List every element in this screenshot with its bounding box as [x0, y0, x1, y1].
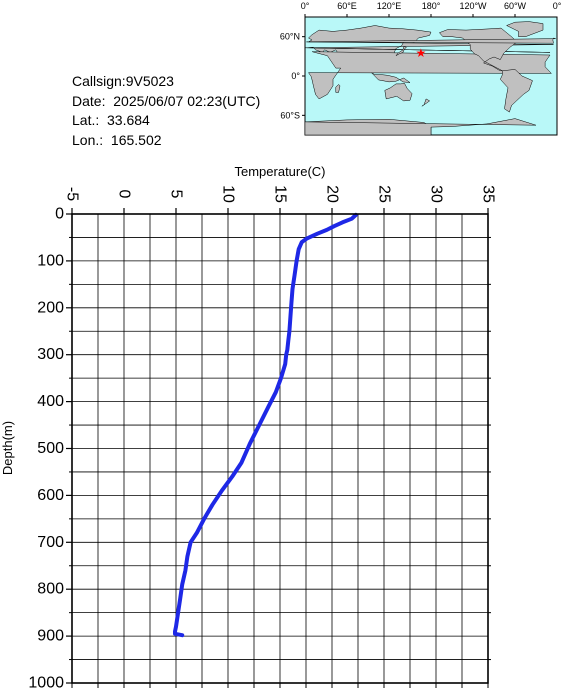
map-lon-label: 60°E: [337, 1, 357, 11]
date-text: Date: 2025/06/07 02:23(UTC): [72, 92, 261, 109]
map-land: [304, 21, 556, 136]
y-axis-title: Depth(m): [0, 421, 15, 475]
lon-text: Lon.: 165.502: [72, 131, 162, 148]
y-tick-label: 800: [37, 581, 64, 598]
y-tick-label: 100: [37, 252, 64, 269]
y-tick-label: 1000: [28, 675, 64, 690]
landmass: [335, 84, 341, 93]
landmass: [308, 51, 552, 100]
landmass: [500, 69, 533, 113]
map-top-labels: 0° 60°E 120°E 180° 120°W 60°W 0°: [301, 1, 562, 11]
callsign-text: Callsign:9V5023: [72, 73, 174, 89]
y-axis-ticks: 0 100 200 300 400 500 600 700 800 900 1000: [28, 206, 491, 690]
landmass: [421, 98, 431, 107]
x-tick-label: 15: [272, 185, 289, 203]
map-lon-label: 180°: [422, 1, 441, 11]
landmass: [438, 27, 518, 72]
map-lat-label: 0°: [291, 71, 300, 81]
map-lat-label: 60°S: [280, 110, 300, 120]
y-tick-label: 400: [37, 393, 64, 410]
map-lon-label: 0°: [301, 1, 310, 11]
x-tick-label: 30: [428, 185, 445, 203]
x-tick-label: 35: [480, 185, 497, 203]
chart-grid: [72, 214, 488, 683]
x-tick-label: 20: [324, 185, 341, 203]
x-tick-label: 10: [220, 185, 237, 203]
x-axis-ticks: -5 0 5 10 15 20 25 30 35: [64, 185, 497, 688]
lat-text: Lat.: 33.684: [72, 112, 150, 128]
temperature-series-line: [173, 212, 358, 638]
landmass: [304, 118, 537, 136]
landmass: [371, 72, 411, 83]
x-axis-title: Temperature(C): [234, 164, 325, 179]
landmass: [395, 46, 408, 56]
y-tick-label: 700: [37, 534, 64, 551]
x-tick-label: 25: [376, 185, 393, 203]
map-lon-label: 60°W: [504, 1, 527, 11]
y-tick-label: 600: [37, 487, 64, 504]
landmass: [505, 21, 544, 37]
map-lon-label: 0°: [553, 1, 562, 11]
location-marker-icon: ★: [415, 46, 426, 60]
y-tick-label: 500: [37, 440, 64, 457]
plot-frame: [71, 213, 489, 684]
y-tick-label: 0: [55, 206, 64, 223]
landmass: [384, 82, 413, 102]
y-tick-label: 900: [37, 628, 64, 645]
y-tick-label: 300: [37, 346, 64, 363]
map-left-labels: 60°N 0° 60°S: [280, 32, 301, 121]
map-ticks: [302, 14, 516, 116]
float-info-panel: Callsign:9V5023 Date: 2025/06/07 02:23(U…: [72, 72, 260, 150]
x-tick-label: 0: [116, 190, 133, 199]
landmass: [306, 37, 556, 44]
map-lon-label: 120°E: [377, 1, 402, 11]
y-tick-label: 200: [37, 299, 64, 316]
x-tick-label: -5: [64, 187, 81, 201]
map-lon-label: 120°W: [459, 1, 487, 11]
x-tick-label: 5: [168, 190, 185, 199]
map-lat-label: 60°N: [280, 32, 300, 42]
